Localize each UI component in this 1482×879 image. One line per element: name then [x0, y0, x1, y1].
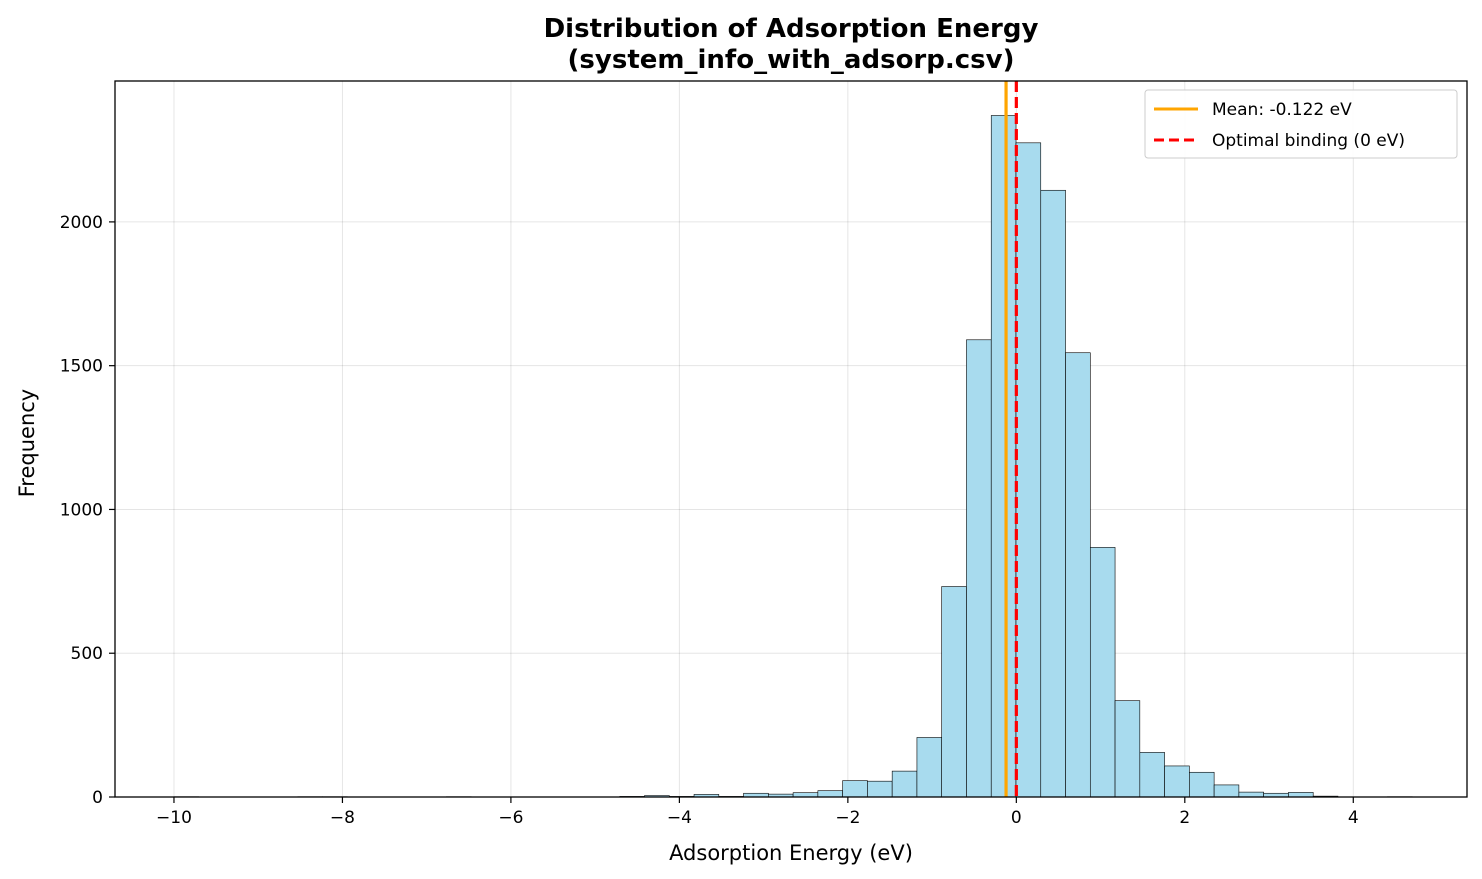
histogram-bar-36 [1065, 352, 1091, 798]
y-tick-label-2: 1000 [60, 500, 103, 520]
histogram-bars [173, 115, 1413, 798]
chart-subtitle: (system_info_with_adsorp.csv) [568, 45, 1015, 75]
histogram-bar-26 [817, 790, 843, 798]
histogram-bar-41 [1189, 771, 1215, 798]
x-axis-label: Adsorption Energy (eV) [669, 841, 913, 865]
histogram-bar-28 [867, 780, 893, 798]
histogram-bar-31 [941, 586, 967, 798]
x-tick-label-7: 4 [1348, 808, 1359, 828]
grid-lines [115, 81, 1467, 798]
histogram-bar-29 [891, 770, 918, 798]
x-tick-label-5: 0 [1011, 808, 1022, 828]
x-tick-label-1: −8 [330, 808, 355, 828]
histogram-bar-43 [1238, 791, 1264, 798]
y-axis-ticks: 0 500 1000 1500 2000 [60, 213, 115, 808]
y-tick-label-0: 0 [92, 788, 103, 808]
legend: Mean: -0.122 eV Optimal binding (0 eV) [1144, 89, 1458, 159]
histogram-bar-40 [1164, 765, 1190, 798]
histogram-bar-30 [916, 737, 942, 798]
histogram-bar-34 [1015, 142, 1042, 798]
legend-box [1144, 89, 1458, 159]
histogram-bar-38 [1114, 700, 1141, 798]
x-tick-label-3: −4 [667, 808, 692, 828]
chart-title: Distribution of Adsorption Energy [544, 14, 1039, 44]
x-axis-ticks: −10 −8 −6 −4 −2 0 2 4 [156, 797, 1359, 828]
histogram-bar-27 [842, 780, 868, 798]
y-axis-label: Frequency [15, 389, 39, 498]
reference-lines [1004, 81, 1018, 797]
histogram-bar-37 [1089, 547, 1116, 798]
histogram-bar-45 [1288, 792, 1314, 798]
x-tick-label-2: −6 [498, 808, 523, 828]
x-tick-label-0: −10 [156, 808, 192, 828]
histogram-bar-42 [1213, 784, 1240, 798]
legend-label-mean: Mean: -0.122 eV [1212, 100, 1352, 120]
x-tick-label-4: −2 [835, 808, 860, 828]
plot-area-frame [114, 80, 1468, 798]
x-tick-label-6: 2 [1179, 808, 1190, 828]
histogram-bar-35 [1040, 189, 1066, 798]
histogram-bar-33 [990, 115, 1017, 798]
y-tick-label-1: 500 [71, 644, 103, 664]
histogram-bar-32 [966, 339, 992, 798]
y-tick-label-4: 2000 [60, 213, 103, 233]
y-tick-label-3: 1500 [60, 357, 103, 377]
histogram-bar-39 [1139, 752, 1165, 798]
legend-label-optimal: Optimal binding (0 eV) [1212, 131, 1405, 151]
